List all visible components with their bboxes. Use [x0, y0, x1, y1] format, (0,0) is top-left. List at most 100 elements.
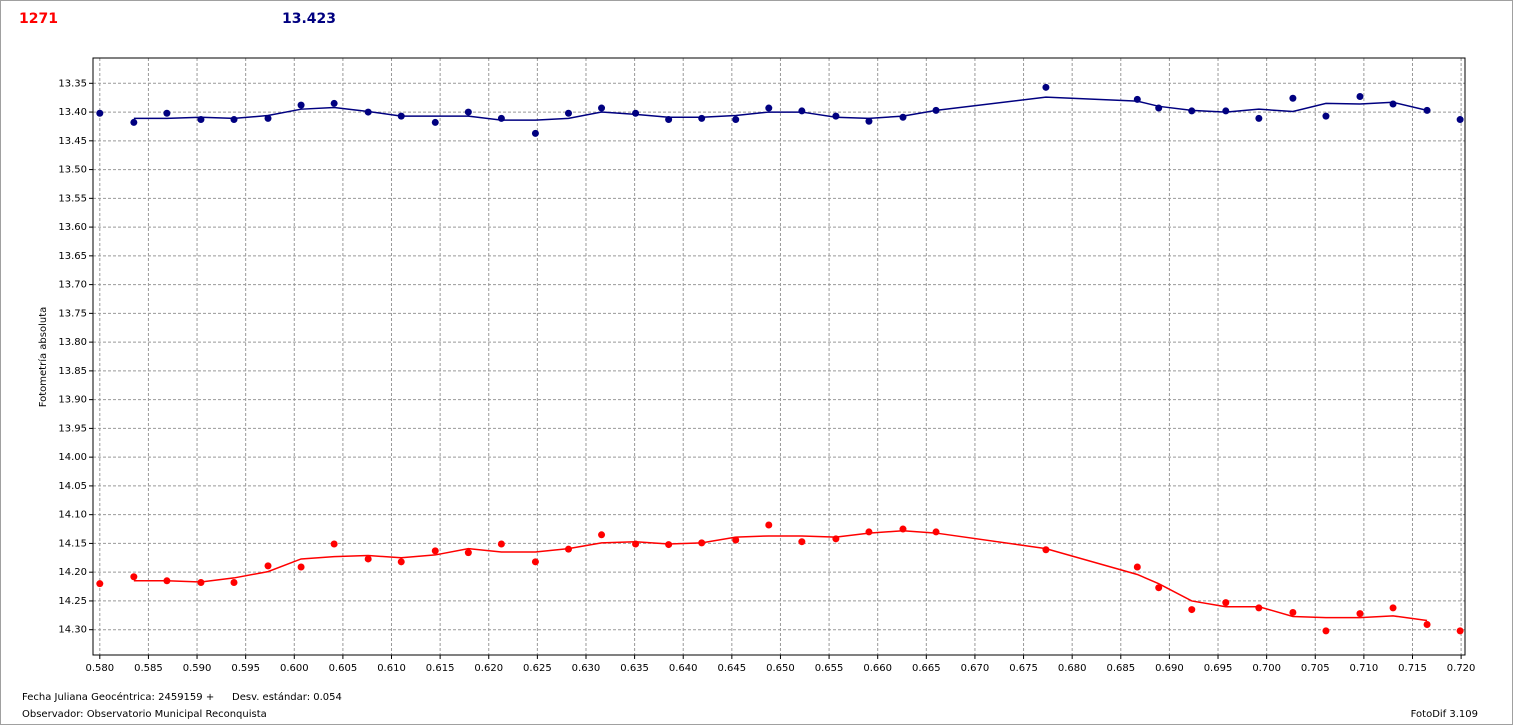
- x-tick-label: 0.685: [1106, 663, 1135, 674]
- x-tick-label: 0.660: [863, 663, 892, 674]
- data-point: [865, 117, 873, 125]
- y-tick-label: 14.20: [58, 567, 87, 578]
- data-point: [264, 114, 272, 122]
- data-point: [163, 109, 171, 117]
- x-tick-label: 0.705: [1301, 663, 1330, 674]
- smoothed-line: [133, 96, 1428, 121]
- x-tick-label: 0.595: [231, 663, 260, 674]
- x-tick-label: 0.710: [1350, 663, 1379, 674]
- x-tick-label: 0.650: [766, 663, 795, 674]
- data-point: [464, 108, 472, 116]
- y-tick-label: 13.35: [58, 78, 87, 89]
- data-point: [397, 558, 405, 566]
- data-point: [1423, 621, 1431, 629]
- x-tick-label: 0.690: [1155, 663, 1184, 674]
- data-point: [497, 540, 505, 548]
- data-point: [564, 109, 572, 117]
- data-point: [1456, 627, 1464, 635]
- plot-area: [93, 58, 1465, 655]
- y-axis-label: Fotometría absoluta: [37, 307, 49, 408]
- data-point: [431, 547, 439, 555]
- data-point: [798, 107, 806, 115]
- y-tick-label: 14.10: [58, 510, 87, 521]
- date-label: Fecha Juliana Geocéntrica: 2459159 +: [22, 691, 214, 703]
- smoothed-line: [133, 530, 1428, 622]
- x-tick-label: 0.610: [377, 663, 406, 674]
- data-point: [1222, 107, 1230, 115]
- plot-border: [92, 57, 1466, 656]
- y-tick-label: 13.55: [58, 193, 87, 204]
- data-point: [1356, 610, 1364, 618]
- y-tick-label: 14.00: [58, 452, 87, 463]
- data-point: [531, 558, 539, 566]
- data-point: [598, 104, 606, 112]
- data-point: [1322, 112, 1330, 120]
- y-tick-label: 13.80: [58, 337, 87, 348]
- data-point: [865, 528, 873, 536]
- data-point: [297, 563, 305, 571]
- x-tick-label: 0.700: [1252, 663, 1281, 674]
- data-point: [932, 528, 940, 536]
- data-point: [264, 562, 272, 570]
- x-tick-label: 0.640: [669, 663, 698, 674]
- observer-label: Observador: Observatorio Municipal Recon…: [22, 709, 267, 720]
- y-tick-label: 13.60: [58, 222, 87, 233]
- y-tick-label: 13.50: [58, 165, 87, 176]
- y-tick-label: 13.40: [58, 107, 87, 118]
- x-tick-label: 0.670: [961, 663, 990, 674]
- x-tick-label: 0.580: [85, 663, 114, 674]
- data-point: [899, 113, 907, 121]
- data-point: [1133, 563, 1141, 571]
- y-tick-label: 13.70: [58, 280, 87, 291]
- data-point: [1222, 599, 1230, 607]
- x-tick-label: 0.675: [1009, 663, 1038, 674]
- x-tick-label: 0.620: [474, 663, 503, 674]
- data-point: [1389, 604, 1397, 612]
- y-tick-label: 13.75: [58, 308, 87, 319]
- x-tick-label: 0.635: [620, 663, 649, 674]
- y-tick-label: 14.05: [58, 481, 87, 492]
- x-tick-label: 0.645: [718, 663, 747, 674]
- data-point: [96, 580, 104, 588]
- data-point: [732, 536, 740, 544]
- data-point: [1255, 114, 1263, 122]
- data-point: [230, 579, 238, 587]
- data-point: [431, 118, 439, 126]
- data-point: [765, 521, 773, 529]
- x-tick-label: 0.615: [426, 663, 455, 674]
- data-point: [464, 549, 472, 557]
- x-tick-label: 0.605: [329, 663, 358, 674]
- y-tick-label: 13.65: [58, 251, 87, 262]
- y-tick-label: 14.15: [58, 538, 87, 549]
- x-tick-label: 0.720: [1447, 663, 1476, 674]
- data-point: [732, 116, 740, 124]
- x-tick-label: 0.655: [815, 663, 844, 674]
- data-point: [632, 109, 640, 117]
- x-tick-label: 0.600: [280, 663, 309, 674]
- reference-mag: 13.423: [282, 11, 336, 27]
- y-tick-label: 13.90: [58, 395, 87, 406]
- y-tick-label: 14.25: [58, 596, 87, 607]
- y-tick-label: 13.85: [58, 366, 87, 377]
- data-point: [1456, 116, 1464, 124]
- x-tick-label: 0.715: [1398, 663, 1427, 674]
- stdev-label: Desv. estándar: 0.054: [232, 691, 342, 703]
- star-id: 1271: [19, 11, 58, 27]
- data-point: [130, 573, 138, 581]
- y-tick-label: 14.30: [58, 625, 87, 636]
- data-point: [1188, 606, 1196, 614]
- x-tick-label: 0.695: [1204, 663, 1233, 674]
- software-label: FotoDif 3.109: [1411, 709, 1478, 720]
- data-point: [1322, 627, 1330, 635]
- data-point: [364, 555, 372, 563]
- data-point: [297, 101, 305, 109]
- data-point: [832, 112, 840, 120]
- x-tick-label: 0.630: [572, 663, 601, 674]
- data-point: [96, 109, 104, 117]
- data-point: [1042, 83, 1050, 91]
- data-point: [1289, 608, 1297, 616]
- data-point: [230, 116, 238, 124]
- data-point: [765, 104, 773, 112]
